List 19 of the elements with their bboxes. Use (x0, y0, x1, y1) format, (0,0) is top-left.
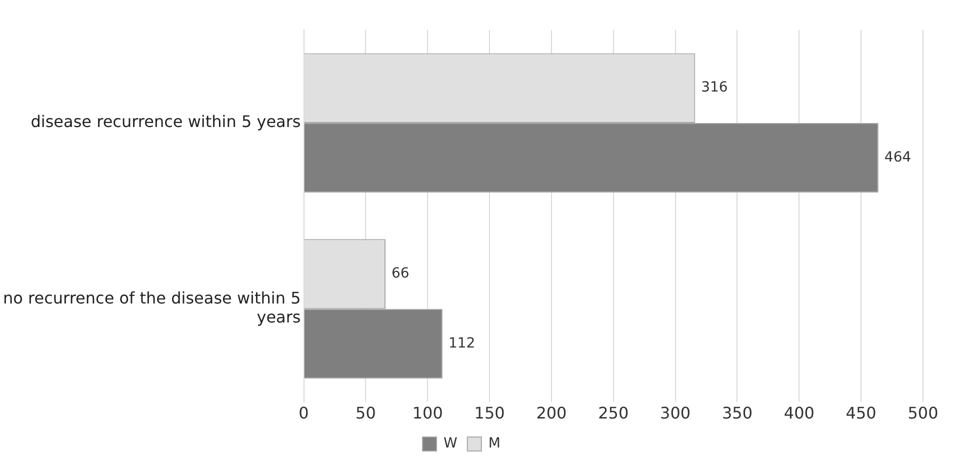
x-tick-label: 250 (598, 404, 629, 423)
x-tick-label: 100 (412, 404, 443, 423)
x-tick-label: 350 (722, 404, 752, 423)
y-tick-label: no recurrence of the disease within 5 years (2, 288, 301, 327)
x-tick-label: 500 (908, 404, 938, 423)
x-tick-label: 0 (298, 404, 309, 423)
data-label: 464 (884, 149, 912, 166)
x-tick-label: 200 (536, 404, 567, 423)
x-tick-label: 50 (356, 404, 376, 423)
data-label: 112 (448, 335, 476, 352)
legend-label: W (444, 436, 458, 452)
data-label: 316 (701, 80, 728, 96)
x-tick-label: 400 (784, 404, 814, 423)
data-label: 66 (392, 266, 410, 282)
legend-label: M (488, 436, 500, 452)
x-tick-label: 150 (474, 404, 505, 423)
y-tick-label: disease recurrence within 5 years (30, 112, 301, 132)
x-tick-label: 450 (846, 404, 876, 423)
x-tick-label: 300 (660, 404, 691, 423)
